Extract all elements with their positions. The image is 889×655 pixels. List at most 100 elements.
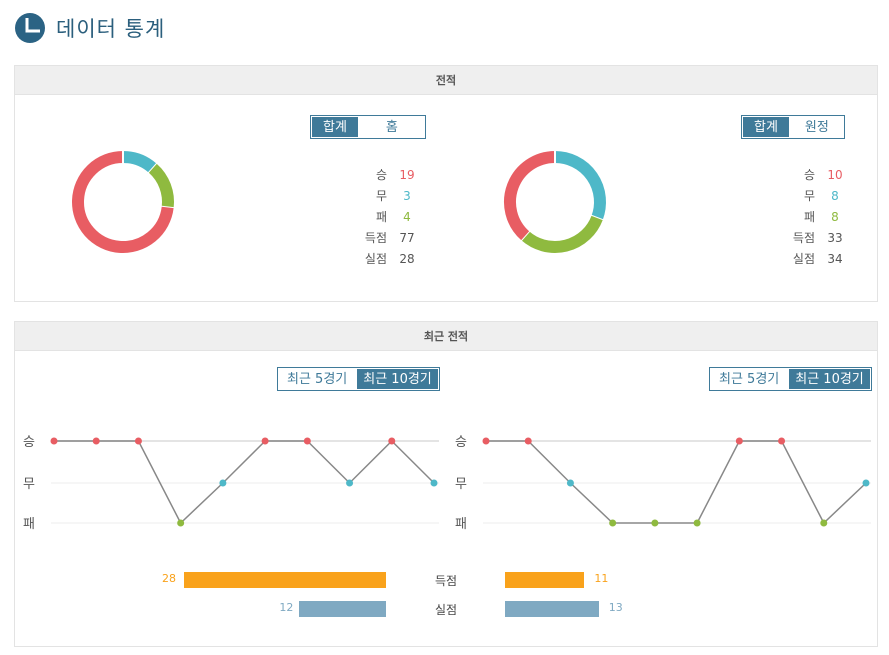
away-result-point [862,479,870,487]
away-last5-tab[interactable]: 최근 5경기 [710,368,789,390]
home-result-point [219,479,227,487]
home-result-point [92,437,100,445]
home-win-slice [72,151,174,253]
home-draw-slice [122,151,157,174]
recent-panel-title: 최근 전적 [15,322,877,351]
stat-value: 8 [831,209,839,224]
away-win-slice [504,151,556,241]
away-row-label: 무 [455,477,467,492]
conceded-label: 실점 [434,603,458,617]
away-loss-slice [521,215,603,253]
home-result-point [430,479,438,487]
home-result-point [177,519,185,527]
stat-value: 3 [403,188,411,203]
pie-chart-icon [15,13,45,43]
away-row-label: 승 [455,435,467,450]
home-slice-divider [160,205,175,210]
home-row-label: 패 [23,517,35,532]
stat-label: 실점 [792,252,815,266]
away-result-point [778,437,786,445]
home-result-point [303,437,311,445]
stat-value: 28 [399,251,415,266]
stat-value: 19 [399,167,415,182]
home-record-donut [72,150,175,253]
stat-value: 8 [831,188,839,203]
away-scored-bar [505,572,585,588]
home-conceded-value: 12 [279,601,294,614]
away-result-point [820,519,828,527]
stat-label: 패 [375,210,387,224]
away-away-tab[interactable]: 원정 [789,116,844,138]
home-result-point [50,437,58,445]
away-total-tab[interactable]: 합계 [742,116,790,138]
home-result-point [346,479,354,487]
away-result-point [651,519,659,527]
stat-value: 33 [827,230,843,245]
stat-value: 10 [827,167,843,182]
home-row-label: 무 [23,477,35,492]
record-panel-title: 전적 [15,66,877,95]
away-result-point [693,519,701,527]
stat-row: 득점 33 [771,227,855,248]
home-last10-tab[interactable]: 최근 10경기 [356,368,439,390]
away-slice-divider [590,214,604,222]
stat-row: 실점 34 [771,248,855,269]
away-result-point [609,519,617,527]
away-trend-line [486,440,867,525]
recent-results-chart: 승무패 승무패 [23,435,871,532]
home-last5-tab[interactable]: 최근 5경기 [278,368,357,390]
stat-row: 득점 77 [343,227,427,248]
away-draw-slice [554,151,606,221]
home-total-tab[interactable]: 합계 [311,116,359,138]
stat-label: 패 [803,210,815,224]
stat-label: 무 [375,189,387,203]
stat-value: 34 [827,251,843,266]
page-header: 데이터 통계 [14,10,165,46]
stat-label: 승 [803,168,815,182]
away-result-point [482,437,490,445]
away-conceded-bar [505,601,599,617]
home-slice-divider [147,162,159,175]
away-scored-value: 11 [594,572,609,585]
page-title: 데이터 통계 [56,17,166,41]
stat-value: 4 [403,209,411,224]
away-row-label: 패 [455,517,467,532]
home-record-toggle: 합계 홈 [310,115,426,139]
away-recent-toggle: 최근 5경기 최근 10경기 [709,367,872,391]
away-record-donut [504,150,606,253]
scored-label: 득점 [434,574,458,588]
home-trend-line [54,439,435,525]
away-record-toggle: 합계 원정 [741,115,845,139]
stat-label: 무 [803,189,815,203]
away-result-point [735,437,743,445]
stat-label: 승 [375,168,387,182]
stat-label: 득점 [792,231,815,245]
home-scored-bar [184,572,386,588]
home-recent-toggle: 최근 5경기 최근 10경기 [277,367,440,391]
stat-label: 득점 [364,231,387,245]
stat-row: 승 19 [343,164,427,185]
home-result-point [134,437,142,445]
home-home-tab[interactable]: 홈 [358,116,425,138]
home-loss-slice [148,163,174,209]
home-row-label: 승 [23,435,35,450]
stat-row: 승 10 [771,164,855,185]
home-conceded-bar [299,601,386,617]
home-result-point [388,437,396,445]
stat-row: 실점 28 [343,248,427,269]
away-result-point [566,479,574,487]
away-conceded-value: 13 [608,601,623,614]
away-result-point [524,437,532,445]
home-result-point [261,437,269,445]
home-scored-value: 28 [162,572,176,585]
stat-label: 실점 [364,252,387,266]
away-last10-tab[interactable]: 최근 10경기 [788,368,871,390]
